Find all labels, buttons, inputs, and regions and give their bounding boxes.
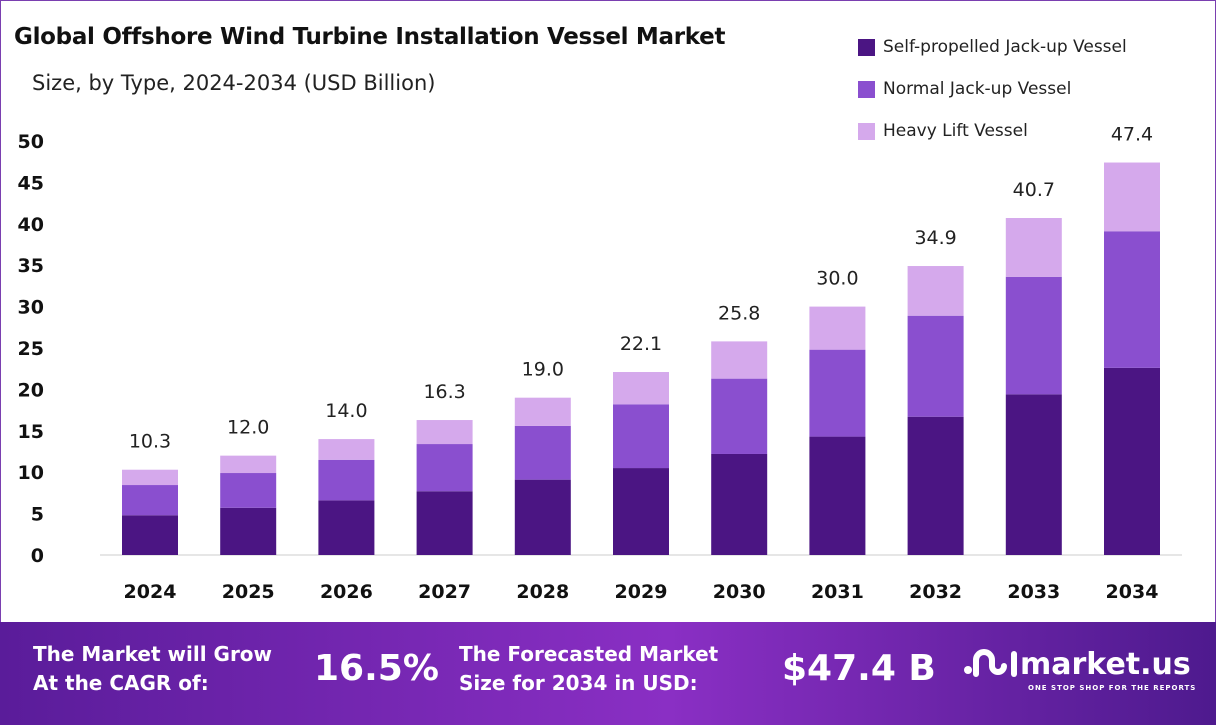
- x-tick-label: 2032: [909, 581, 962, 603]
- bar-segment: [416, 420, 473, 445]
- y-tick-label: 25: [18, 338, 44, 360]
- logo-icon: [964, 649, 1017, 677]
- legend-item: Normal Jack-up Vessel: [858, 68, 1127, 110]
- chart-title: Global Offshore Wind Turbine Installatio…: [14, 24, 726, 50]
- data-label: 40.7: [1013, 179, 1055, 201]
- x-tick-label: 2027: [418, 581, 471, 603]
- forecast-label: The Forecasted Market Size for 2034 in US…: [459, 642, 719, 695]
- bar-segment: [809, 306, 866, 350]
- legend-swatch: [858, 80, 875, 98]
- bar-segment: [1104, 367, 1160, 555]
- y-tick-label: 15: [18, 421, 44, 443]
- y-tick-label: 10: [18, 462, 44, 484]
- x-tick-label: 2024: [124, 581, 177, 603]
- footer-banner: The Market will Grow At the CAGR of: 16.5…: [0, 622, 1216, 725]
- x-tick-label: 2025: [222, 581, 275, 603]
- bar-segment: [514, 397, 571, 426]
- cagr-label: The Market will Grow At the CAGR of:: [33, 642, 273, 695]
- bar-segment: [809, 349, 866, 437]
- x-tick-label: 2030: [713, 581, 766, 603]
- bar-segment: [318, 500, 375, 555]
- bar-segment: [514, 479, 571, 555]
- bar-segment: [907, 315, 964, 417]
- market-us-logo: market.us ONE STOP SHOP FOR THE REPORTS: [962, 644, 1195, 692]
- y-tick-label: 35: [18, 255, 44, 277]
- x-tick-label: 2029: [615, 581, 668, 603]
- bar-segment: [809, 436, 866, 555]
- legend-swatch: [858, 122, 875, 140]
- chart-subtitle: Size, by Type, 2024-2034 (USD Billion): [32, 71, 436, 95]
- data-label: 12.0: [227, 417, 269, 439]
- data-label: 34.9: [914, 227, 956, 249]
- bar-segment: [514, 425, 571, 480]
- bar-segment: [907, 416, 964, 555]
- legend: Self-propelled Jack-up Vessel Normal Jac…: [858, 26, 1127, 152]
- bar-segment: [1005, 394, 1062, 555]
- data-label: 47.4: [1111, 124, 1153, 146]
- x-tick-label: 2026: [320, 581, 373, 603]
- x-tick-label: 2031: [811, 581, 864, 603]
- bar-segment: [613, 404, 669, 469]
- bar-segment: [711, 453, 768, 555]
- bar-segment: [318, 459, 375, 501]
- bar-segment: [416, 491, 473, 555]
- bar-segment: [1104, 231, 1160, 368]
- bar-segment: [220, 473, 277, 508]
- cagr-value: 16.5%: [314, 648, 439, 689]
- legend-label: Heavy Lift Vessel: [883, 121, 1028, 141]
- data-label: 22.1: [620, 333, 662, 355]
- bar-segment: [318, 439, 375, 460]
- bar-segment: [613, 372, 669, 405]
- chart-plot: 0510152025303540455010.3202412.0202514.0…: [18, 124, 1182, 603]
- forecast-value: $47.4 B: [782, 648, 936, 689]
- bar-segment: [613, 468, 669, 555]
- legend-label: Normal Jack-up Vessel: [883, 79, 1072, 99]
- logo-text: market.us: [1020, 646, 1191, 682]
- y-tick-label: 50: [18, 131, 44, 153]
- y-tick-label: 5: [31, 504, 44, 526]
- legend-label: Self-propelled Jack-up Vessel: [883, 37, 1127, 57]
- legend-item: Self-propelled Jack-up Vessel: [858, 26, 1127, 68]
- bar-segment: [122, 469, 178, 486]
- y-tick-label: 30: [18, 297, 44, 319]
- bar-segment: [907, 266, 964, 316]
- bar-segment: [122, 515, 178, 555]
- y-tick-label: 40: [18, 214, 44, 236]
- bar-segment: [220, 507, 277, 555]
- bar-segment: [1005, 276, 1062, 395]
- bar-segment: [220, 455, 277, 474]
- y-tick-label: 0: [31, 545, 44, 567]
- data-label: 25.8: [718, 302, 760, 324]
- x-tick-label: 2028: [516, 581, 569, 603]
- data-label: 10.3: [129, 431, 171, 453]
- bar-segment: [711, 341, 768, 379]
- y-tick-label: 45: [18, 172, 44, 194]
- data-label: 30.0: [816, 268, 858, 290]
- data-label: 14.0: [325, 400, 367, 422]
- legend-item: Heavy Lift Vessel: [858, 110, 1127, 152]
- bar-segment: [416, 444, 473, 492]
- bar-segment: [1104, 162, 1160, 232]
- legend-swatch: [858, 38, 875, 56]
- data-label: 19.0: [522, 359, 564, 381]
- bar-segment: [122, 485, 178, 516]
- x-tick-label: 2034: [1106, 581, 1159, 603]
- logo-tagline: ONE STOP SHOP FOR THE REPORTS: [1028, 684, 1197, 692]
- bar-segment: [711, 378, 768, 454]
- data-label: 16.3: [423, 381, 465, 403]
- y-tick-label: 20: [18, 379, 44, 401]
- bar-segment: [1005, 218, 1062, 277]
- x-tick-label: 2033: [1007, 581, 1060, 603]
